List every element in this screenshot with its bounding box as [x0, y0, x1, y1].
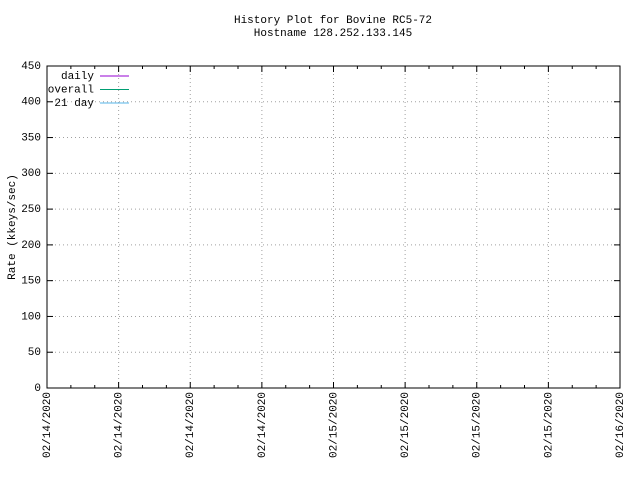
x-tick-label: 02/16/2020	[615, 392, 627, 458]
x-tick-label: 02/14/2020	[42, 392, 54, 458]
x-tick-label: 02/15/2020	[328, 392, 340, 458]
y-tick-label: 150	[21, 276, 41, 288]
x-tick-label: 02/15/2020	[400, 392, 412, 458]
y-tick-label: 300	[21, 168, 41, 180]
x-tick-label: 02/14/2020	[185, 392, 197, 458]
chart-title: History Plot for Bovine RC5-72	[234, 15, 432, 27]
x-tick-label: 02/14/2020	[257, 392, 269, 458]
x-tick-label: 02/15/2020	[472, 392, 484, 458]
y-axis-label: Rate (kkeys/sec)	[7, 174, 19, 280]
plot-frame	[46, 65, 621, 389]
legend-label: daily	[61, 71, 94, 83]
x-tick-label: 02/14/2020	[114, 392, 126, 458]
y-tick-label: 50	[28, 347, 41, 359]
legend-label: overall	[48, 84, 94, 96]
legend-label: 21 day	[54, 98, 94, 110]
y-tick-label: 400	[21, 97, 41, 109]
x-tick-label: 02/15/2020	[543, 392, 555, 458]
y-tick-label: 0	[34, 383, 41, 395]
chart-subtitle: Hostname 128.252.133.145	[254, 28, 412, 40]
y-tick-label: 450	[21, 61, 41, 73]
y-tick-label: 100	[21, 311, 41, 323]
y-tick-label: 250	[21, 204, 41, 216]
y-tick-label: 350	[21, 132, 41, 144]
y-tick-label: 200	[21, 240, 41, 252]
